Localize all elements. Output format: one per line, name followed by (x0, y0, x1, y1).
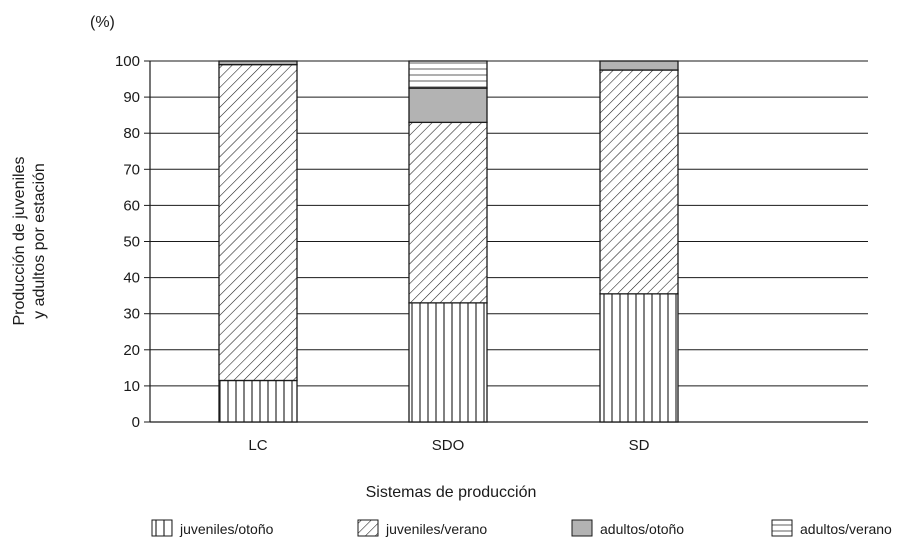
y-tick-label: 0 (132, 414, 140, 431)
bar-segment (218, 60, 298, 66)
bar-segment (599, 69, 679, 295)
legend-swatch (771, 519, 793, 537)
bar-segment (599, 293, 679, 423)
y-tick-label: 40 (123, 270, 140, 287)
legend: juveniles/otoño juveniles/verano adultos/o… (151, 519, 892, 537)
bar-segment (408, 121, 488, 304)
x-tick-label: SD (629, 437, 650, 454)
x-tick-label: LC (248, 437, 267, 454)
x-axis-categories: LC SDO SD (248, 437, 649, 454)
legend-swatch (357, 519, 379, 537)
legend-label: adultos/otoño (600, 521, 684, 537)
y-tick-label: 50 (123, 234, 140, 251)
y-tick-label: 30 (123, 306, 140, 323)
y-tick-label: 100 (115, 53, 140, 70)
y-tick-label: 90 (123, 89, 140, 106)
x-tick-label: SDO (432, 437, 465, 454)
unit-label: (%) (90, 14, 115, 31)
bar-segment (218, 63, 298, 382)
y-axis: 0 10 20 30 40 50 60 70 80 90 100 (115, 53, 868, 431)
bar-segment (408, 60, 488, 89)
legend-swatch (151, 519, 173, 537)
legend-label: juveniles/otoño (179, 521, 274, 537)
legend-label: juveniles/verano (385, 521, 487, 537)
legend-label: adultos/verano (800, 521, 892, 537)
y-tick-label: 60 (123, 197, 140, 214)
bar-segment (599, 60, 679, 71)
legend-swatch (571, 519, 593, 537)
y-axis-title-line-1: Producción de juveniles (11, 157, 28, 326)
bar-segment (408, 87, 488, 124)
bar-segment (408, 302, 488, 423)
y-axis-title-line-2: y adultos por estación (31, 163, 48, 319)
y-tick-label: 20 (123, 342, 140, 359)
x-axis-title: Sistemas de producción (366, 484, 537, 501)
y-tick-label: 80 (123, 125, 140, 142)
bar-segment (218, 379, 298, 423)
y-tick-label: 70 (123, 161, 140, 178)
y-tick-label: 10 (123, 378, 140, 395)
bars (218, 60, 679, 423)
